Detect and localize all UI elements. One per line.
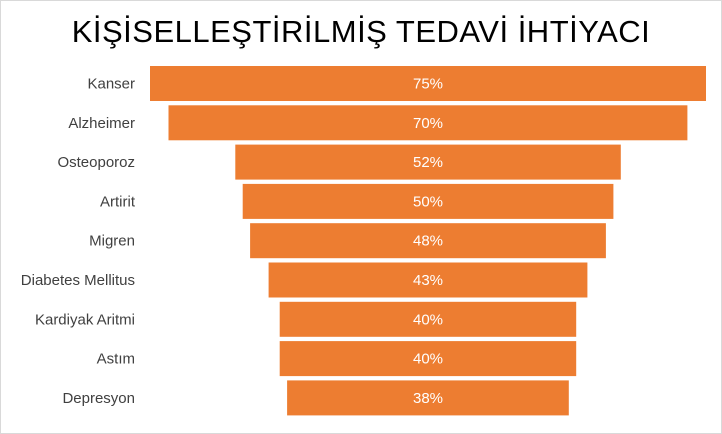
- category-label: Alzheimer: [68, 115, 135, 132]
- data-label: 70%: [413, 115, 443, 132]
- funnel-bar: [168, 105, 688, 141]
- data-label: 48%: [413, 233, 443, 250]
- funnel-bar: [279, 341, 577, 377]
- funnel-bar: [250, 223, 606, 259]
- data-label: 50%: [413, 193, 443, 210]
- data-label: 52%: [413, 154, 443, 171]
- category-label: Diabetes Mellitus: [21, 272, 135, 289]
- data-label: 75%: [413, 76, 443, 93]
- category-label: Artirit: [100, 193, 136, 210]
- data-label: 40%: [413, 351, 443, 368]
- category-label: Migren: [89, 233, 135, 250]
- category-label: Kardiyak Aritmi: [35, 311, 135, 328]
- chart-title: KİŞİSELLEŞTİRİLMİŞ TEDAVİ İHTİYACI: [71, 14, 651, 49]
- category-label: Kanser: [87, 76, 135, 93]
- data-label: 40%: [413, 311, 443, 328]
- funnel-bar: [268, 262, 588, 298]
- category-label: Depresyon: [62, 390, 135, 407]
- funnel-bar: [242, 183, 614, 219]
- funnel-bar: [150, 66, 706, 101]
- category-label: Astım: [97, 351, 135, 368]
- funnel-bar: [279, 301, 577, 337]
- funnel-bar: [287, 380, 569, 416]
- category-label: Osteoporoz: [57, 154, 135, 171]
- data-label: 43%: [413, 272, 443, 289]
- funnel-bar: [235, 144, 621, 180]
- data-label: 38%: [413, 390, 443, 407]
